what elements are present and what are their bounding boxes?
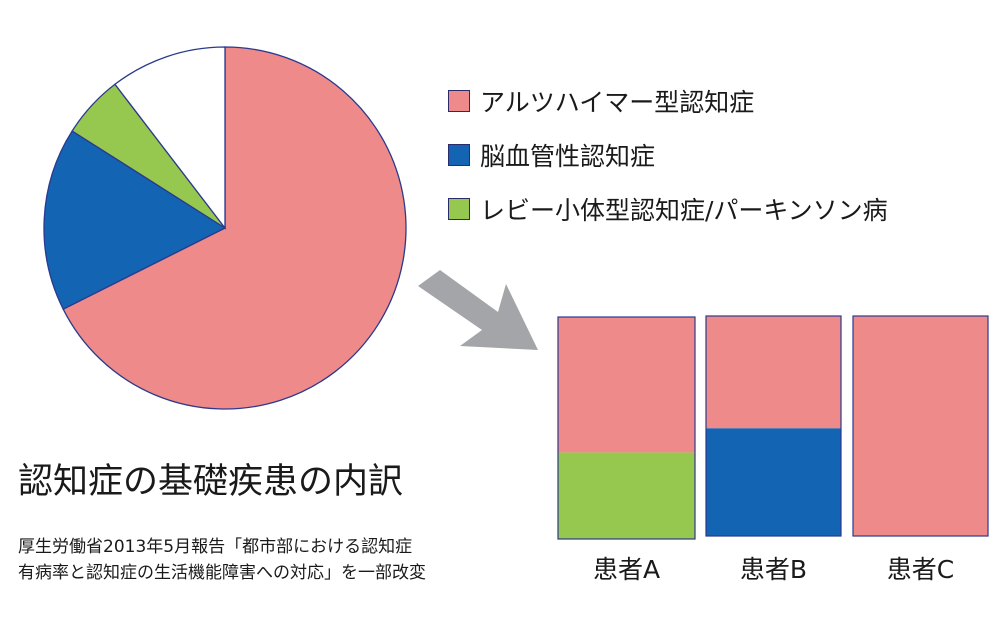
legend-swatch-vascular — [448, 144, 470, 166]
source-line-2: 有病率と認知症の生活機能障害への対応」を一部改変 — [18, 563, 426, 583]
legend-item-lewy: レビー小体型認知症/パーキンソン病 — [448, 182, 888, 236]
pie-chart — [43, 46, 407, 410]
legend-label-vascular: 脳血管性認知症 — [480, 142, 656, 171]
bar-segment-b-vascular — [706, 428, 841, 536]
bar-outline-a — [557, 316, 696, 540]
chart-title: 認知症の基礎疾患の内訳 — [18, 462, 404, 502]
legend: アルツハイマー型認知症 脳血管性認知症 レビー小体型認知症/パーキンソン病 — [448, 74, 888, 236]
legend-item-vascular: 脳血管性認知症 — [448, 128, 888, 182]
bar-outline-b — [705, 315, 842, 537]
bar-segment-a-lewy — [558, 452, 695, 539]
legend-swatch-lewy — [448, 198, 470, 220]
pie-slice-alzheimer — [62, 46, 407, 410]
bar-segment-b-alzheimer — [706, 316, 841, 429]
patient-label-b: 患者B — [739, 555, 808, 584]
pie-slice-other — [114, 46, 226, 230]
patient-label-c: 患者C — [886, 555, 955, 584]
patient-label-a: 患者A — [592, 555, 661, 584]
legend-label-lewy: レビー小体型認知症/パーキンソン病 — [480, 196, 888, 225]
legend-swatch-alzheimer — [448, 90, 470, 112]
arrow-shape — [418, 270, 538, 350]
bar-segment-a-alzheimer — [558, 317, 695, 453]
bar-segment-c-alzheimer — [853, 316, 988, 536]
source-line-1: 厚生労働省2013年5月報告「都市部における認知症 — [18, 537, 413, 557]
arrow-icon — [418, 270, 538, 350]
bar-outline-c — [852, 315, 989, 537]
legend-item-alzheimer: アルツハイマー型認知症 — [448, 74, 888, 128]
legend-label-alzheimer: アルツハイマー型認知症 — [480, 88, 755, 117]
pie-slice-vascular — [43, 130, 227, 311]
source-note: 厚生労働省2013年5月報告「都市部における認知症 有病率と認知症の生活機能障害… — [18, 534, 426, 586]
